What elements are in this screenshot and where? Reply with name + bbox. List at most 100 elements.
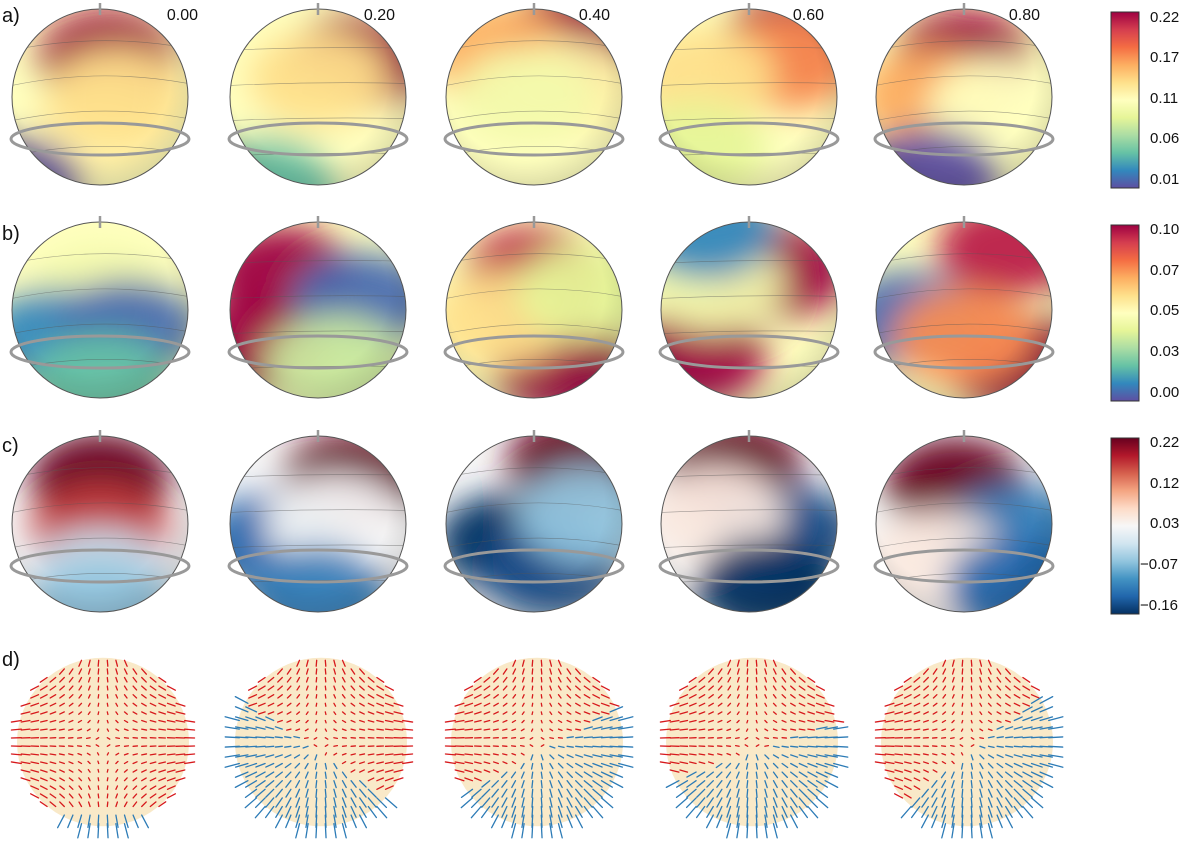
field-vector xyxy=(359,788,367,798)
field-vector xyxy=(735,728,740,732)
field-vector xyxy=(166,702,176,707)
field-vector xyxy=(295,823,301,839)
field-vector xyxy=(755,668,758,675)
sphere-shading xyxy=(661,436,837,612)
field-vector xyxy=(815,797,829,809)
field-vector xyxy=(295,719,301,724)
field-vector xyxy=(540,737,545,740)
field-vector xyxy=(333,797,337,808)
surface-map xyxy=(873,430,1055,613)
field-vector xyxy=(284,736,292,739)
field-vector xyxy=(106,702,109,707)
field-vector xyxy=(493,685,499,691)
field-vector xyxy=(951,780,955,789)
field-vector xyxy=(540,711,543,716)
field-vector xyxy=(255,771,266,778)
field-vector xyxy=(132,719,138,723)
field-vector xyxy=(764,668,768,675)
field-vector xyxy=(824,754,839,758)
field-vector xyxy=(764,805,768,818)
field-vector xyxy=(58,668,65,675)
field-vector xyxy=(549,728,554,732)
colorbar-b-tick: 0.00 xyxy=(1150,384,1179,401)
field-vector xyxy=(464,702,474,707)
field-vector xyxy=(698,711,706,715)
field-vector xyxy=(1030,706,1043,713)
field-vector xyxy=(492,753,499,756)
field-vector xyxy=(659,753,671,756)
field-vector xyxy=(772,780,778,789)
field-vector xyxy=(904,711,912,715)
vector-sphere-surface xyxy=(17,657,189,827)
field-vector xyxy=(257,702,266,707)
field-vector xyxy=(277,676,283,683)
field-vector xyxy=(1048,745,1064,748)
field-vector xyxy=(979,737,985,740)
field-vector xyxy=(224,762,240,768)
field-vector xyxy=(324,752,328,756)
field-vector xyxy=(313,737,318,740)
field-vector xyxy=(305,797,309,808)
field-vector xyxy=(1013,716,1023,722)
field-vector xyxy=(894,702,904,707)
field-vector xyxy=(501,780,508,788)
field-vector xyxy=(158,801,167,808)
field-vector xyxy=(276,668,283,675)
field-vector xyxy=(942,685,947,691)
field-vector xyxy=(1013,762,1023,768)
field-vector xyxy=(987,754,995,759)
field-vector xyxy=(996,814,1003,829)
field-vector xyxy=(961,823,964,839)
field-vector xyxy=(781,719,787,723)
field-vector xyxy=(78,785,83,790)
field-vector xyxy=(824,719,835,723)
field-vector xyxy=(245,780,258,788)
field-vector xyxy=(294,771,301,779)
field-vector xyxy=(679,711,689,715)
field-vector xyxy=(904,719,912,723)
field-vector xyxy=(158,728,166,731)
field-vector xyxy=(540,702,543,707)
field-vector xyxy=(557,659,562,667)
field-vector xyxy=(540,668,543,675)
field-vector xyxy=(549,694,553,699)
field-vector xyxy=(583,788,593,798)
field-vector xyxy=(78,685,83,691)
field-vector xyxy=(158,777,167,782)
sphere-shading xyxy=(12,9,188,185)
field-vector xyxy=(746,702,749,707)
field-vector xyxy=(894,785,904,790)
field-vector xyxy=(286,668,292,675)
field-vector xyxy=(815,719,825,723)
field-vector xyxy=(884,777,895,782)
field-vector xyxy=(106,694,109,699)
field-vector xyxy=(1030,797,1044,809)
field-vector xyxy=(1013,754,1023,758)
field-vector xyxy=(315,797,318,808)
equator-ring xyxy=(873,121,1055,157)
field-vector xyxy=(30,702,40,707)
field-vector xyxy=(276,719,283,723)
field-vector xyxy=(123,801,128,808)
field-vector xyxy=(483,676,491,683)
field-vector xyxy=(941,788,947,798)
field-vector xyxy=(575,736,584,739)
field-vector xyxy=(49,694,57,699)
vector-sphere-surface xyxy=(451,657,623,827)
field-vector xyxy=(583,754,593,758)
field-vector xyxy=(665,780,680,789)
field-vector xyxy=(333,780,337,789)
field-vector xyxy=(913,777,921,782)
field-vector xyxy=(341,719,347,724)
field-vector xyxy=(1005,754,1014,758)
field-vector xyxy=(315,711,318,716)
field-vector xyxy=(746,780,749,789)
field-vector xyxy=(961,719,964,724)
field-vector xyxy=(941,752,947,756)
field-vector xyxy=(815,711,825,715)
field-vector xyxy=(402,728,414,731)
field-vector xyxy=(341,711,346,715)
field-vector xyxy=(367,777,375,782)
field-vector xyxy=(979,702,983,707)
field-vector xyxy=(521,685,525,691)
